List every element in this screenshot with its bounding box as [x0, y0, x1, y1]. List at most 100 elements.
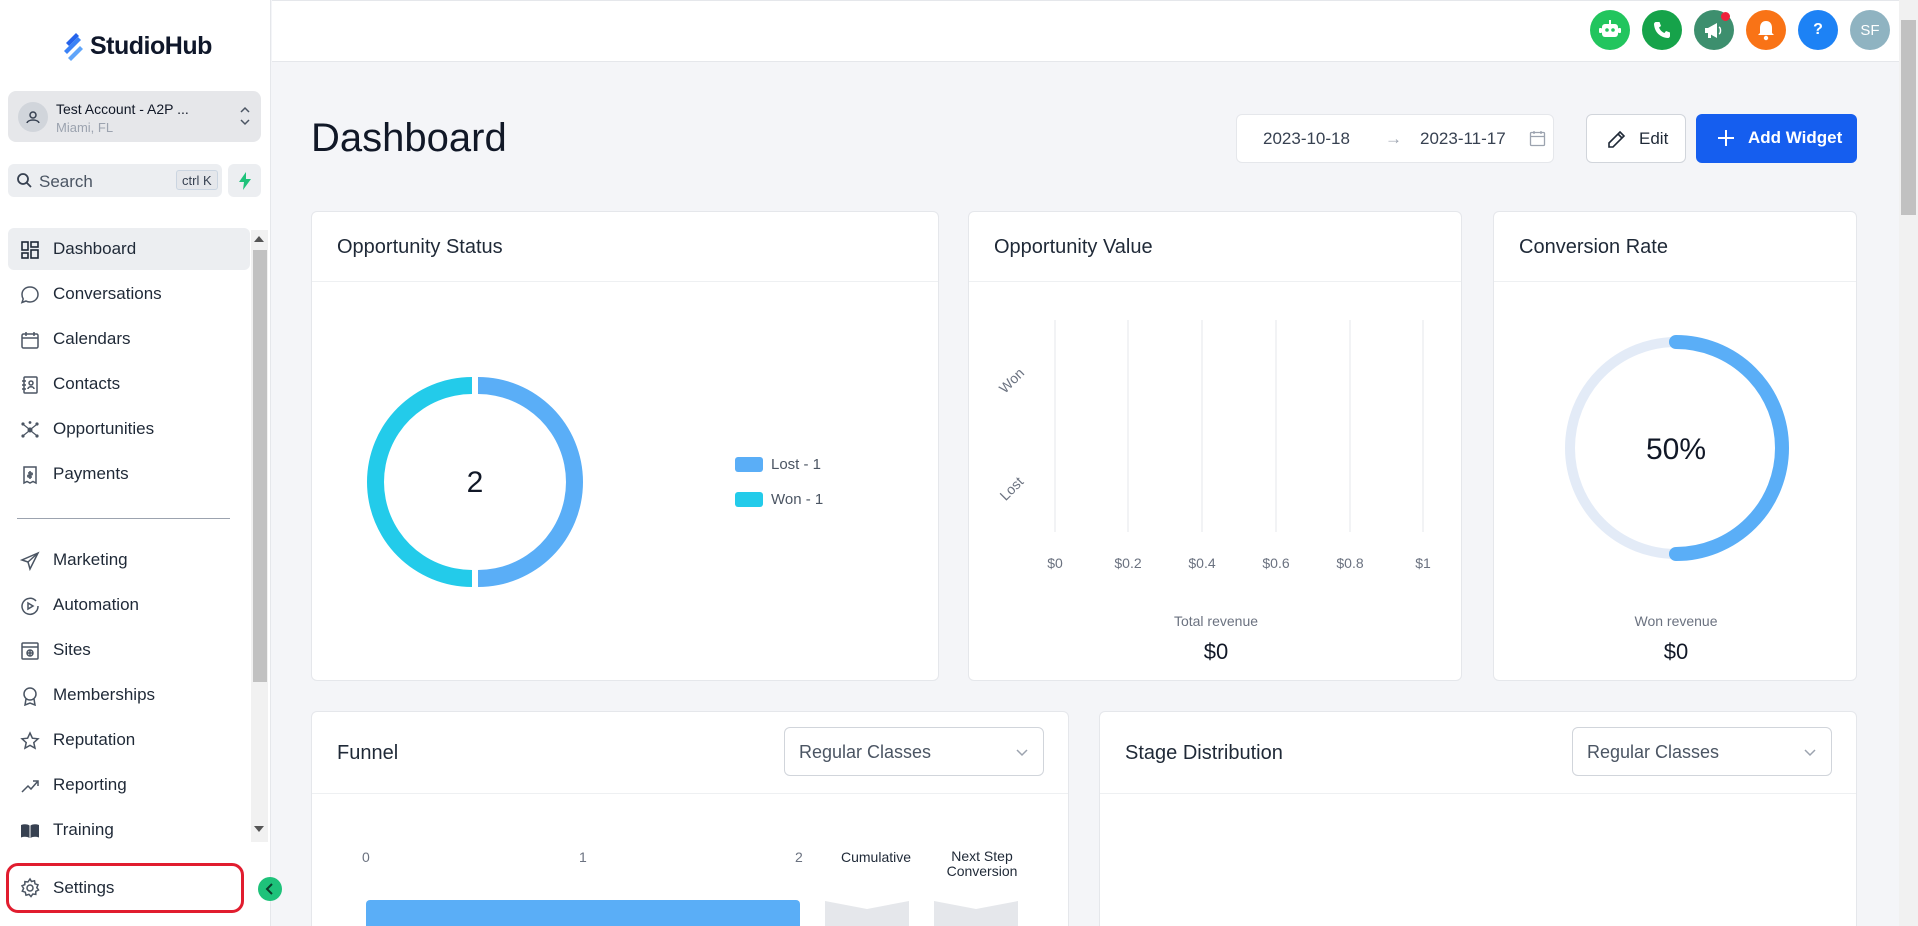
total-revenue-label: Total revenue [1173, 613, 1259, 629]
sidebar-item-label: Memberships [53, 685, 156, 704]
legend-swatch [735, 457, 763, 472]
announcements-button[interactable] [1694, 10, 1734, 50]
widget-title: Conversion Rate [1519, 236, 1668, 258]
sidebar-item-label: Marketing [53, 550, 128, 569]
y-tick-label: Won [996, 365, 1027, 396]
help-button[interactable]: ? [1798, 10, 1838, 50]
account-icon [18, 102, 48, 132]
sidebar-item-conversations[interactable]: Conversations [8, 273, 250, 315]
notification-dot [1721, 12, 1730, 21]
y-tick-label: Lost [996, 473, 1026, 503]
sidebar-item-calendars[interactable]: Calendars [8, 318, 250, 360]
sidebar-item-label: Calendars [53, 329, 131, 348]
edit-label: Edit [1639, 129, 1669, 148]
funnel-tick: 1 [579, 849, 587, 865]
won-revenue-label: Won revenue [1634, 613, 1718, 629]
chevron-down-icon [1016, 749, 1028, 757]
arrow-right-icon: → [1385, 129, 1402, 148]
funnel-bar[interactable] [366, 900, 800, 926]
chevron-up-down-icon [240, 106, 250, 126]
funnel-pipeline-select[interactable]: Regular Classes [784, 727, 1044, 776]
notifications-button[interactable] [1746, 10, 1786, 50]
sidebar-item-automation[interactable]: Automation [8, 584, 250, 626]
sidebar-item-label: Dashboard [53, 239, 137, 258]
date-range-picker[interactable]: 2023-10-18 → 2023-11-17 [1236, 114, 1554, 163]
sidebar-item-label: Conversations [53, 284, 162, 303]
legend-item-lost[interactable]: Lost - 1 [735, 456, 821, 473]
sidebar-item-reporting[interactable]: Reporting [8, 764, 250, 806]
chevron-down-icon [1804, 749, 1816, 757]
payments-icon [19, 464, 41, 486]
scroll-up-arrow-icon[interactable] [254, 236, 264, 242]
top-bar: ? SF [272, 0, 1918, 62]
next-step-line: Conversion [946, 863, 1018, 879]
quick-actions-button[interactable] [228, 164, 261, 197]
robot-icon [1599, 20, 1621, 37]
widget-title: Opportunity Status [337, 236, 503, 258]
page-scrollbar[interactable] [1899, 0, 1918, 926]
donut-slice-lost[interactable] [478, 377, 583, 587]
sidebar-item-label: Sites [53, 640, 91, 659]
sidebar: StudioHub Test Account - A2P ... Miami, … [0, 0, 282, 926]
conversion-percent: 50% [1646, 433, 1706, 466]
user-initials: SF [1860, 21, 1880, 39]
logo[interactable]: StudioHub [62, 28, 212, 64]
widget-header: Opportunity Value [969, 212, 1461, 282]
legend-item-won[interactable]: Won - 1 [735, 491, 823, 508]
sidebar-item-opportunities[interactable]: Opportunities [8, 408, 250, 450]
x-tick-label: $0.8 [1336, 555, 1363, 571]
phone-icon [1654, 22, 1670, 38]
sidebar-item-label: Training [53, 820, 114, 839]
stage-distribution-widget: Stage Distribution Regular Classes [1099, 711, 1857, 926]
calendar-icon [19, 329, 41, 351]
settings-label: Settings [53, 878, 115, 897]
stage-pipeline-select[interactable]: Regular Classes [1572, 727, 1832, 776]
opportunities-icon [19, 419, 41, 441]
search-bar[interactable]: Search ctrl K [8, 164, 222, 197]
edit-button[interactable]: Edit [1586, 114, 1686, 163]
date-to[interactable]: 2023-11-17 [1420, 129, 1506, 148]
automation-icon [19, 595, 41, 617]
opportunity-value-bar-chart: Won Lost $0 $0.2 $0.4 $0.6 $0.8 $1 [996, 320, 1431, 571]
pencil-icon [1608, 130, 1626, 148]
sidebar-item-contacts[interactable]: Contacts [8, 363, 250, 405]
date-from[interactable]: 2023-10-18 [1263, 129, 1350, 148]
paper-plane-icon [19, 550, 41, 572]
select-value: Regular Classes [1587, 742, 1720, 762]
sidebar-item-reputation[interactable]: Reputation [8, 719, 250, 761]
sidebar-item-payments[interactable]: Payments [8, 453, 250, 495]
sidebar-item-label: Reputation [53, 730, 136, 749]
x-tick-label: $0.2 [1114, 555, 1141, 571]
ai-bot-button[interactable] [1590, 10, 1630, 50]
add-widget-button[interactable]: Add Widget [1696, 114, 1857, 163]
donut-total: 2 [467, 466, 484, 499]
sidebar-item-dashboard[interactable]: Dashboard [8, 228, 250, 270]
user-avatar-button[interactable]: SF [1850, 10, 1890, 50]
phone-button[interactable] [1642, 10, 1682, 50]
total-revenue-value: $0 [1203, 639, 1229, 664]
won-revenue-value: $0 [1663, 639, 1689, 664]
sidebar-item-marketing[interactable]: Marketing [8, 539, 250, 581]
page-scrollbar-thumb[interactable] [1901, 20, 1916, 215]
widget-title: Stage Distribution [1125, 742, 1283, 764]
cumulative-chevron [825, 901, 909, 926]
sidebar-item-label: Automation [53, 595, 139, 614]
search-label: Search [39, 172, 93, 191]
legend-label: Lost - 1 [771, 456, 822, 473]
collapse-sidebar-button[interactable] [258, 877, 282, 901]
account-switcher[interactable]: Test Account - A2P ... Miami, FL [8, 91, 261, 142]
sidebar-item-memberships[interactable]: Memberships [8, 674, 250, 716]
x-tick-label: $0 [1047, 555, 1063, 571]
donut-slice-won[interactable] [367, 377, 472, 587]
sidebar-item-training[interactable]: Training [8, 809, 250, 851]
scroll-down-arrow-icon[interactable] [254, 826, 264, 832]
plus-icon [1718, 130, 1734, 146]
sidebar-item-label: Reporting [53, 775, 127, 794]
sidebar-item-sites[interactable]: Sites [8, 629, 250, 671]
lightning-icon [238, 171, 251, 190]
opportunity-status-widget: Opportunity Status 2 Lost - 1 Won - 1 [311, 211, 939, 681]
sidebar-scrollbar-thumb[interactable] [253, 250, 267, 682]
trend-icon [19, 775, 41, 797]
next-step-line: Next Step [951, 848, 1013, 864]
sidebar-item-settings[interactable]: Settings [6, 863, 244, 913]
